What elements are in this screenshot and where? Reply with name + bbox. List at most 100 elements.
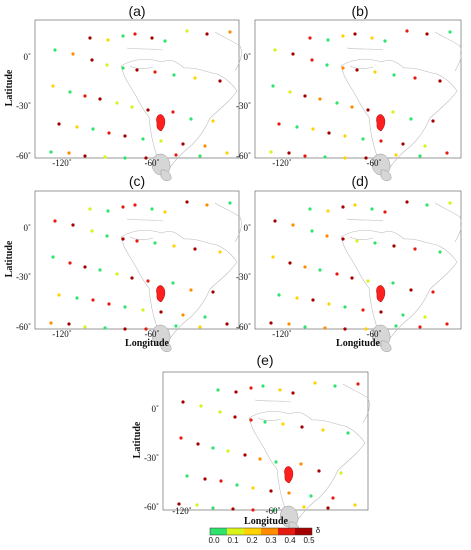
station-point xyxy=(218,79,222,83)
station-point xyxy=(343,305,347,309)
station-point xyxy=(83,265,87,269)
station-points-d xyxy=(269,200,452,331)
station-point xyxy=(370,207,374,211)
station-point xyxy=(423,144,427,148)
station-point xyxy=(350,276,354,280)
station-point xyxy=(431,290,435,294)
station-point xyxy=(234,390,238,394)
station-point xyxy=(341,66,345,70)
station-point xyxy=(308,36,312,40)
station-point xyxy=(83,325,87,329)
station-point xyxy=(67,151,71,155)
station-point xyxy=(325,234,329,238)
station-point xyxy=(272,508,276,512)
station-point xyxy=(123,134,127,138)
station-point xyxy=(211,506,215,510)
xlabel-c: Longitude xyxy=(125,338,169,349)
station-point xyxy=(327,302,331,306)
ylabel-a: Latitude xyxy=(4,69,15,106)
station-point xyxy=(211,446,215,450)
ylabel-c: Latitude xyxy=(4,240,15,277)
x-tick-60-a: -60˚ xyxy=(145,158,160,168)
station-point xyxy=(418,154,422,158)
station-point xyxy=(356,382,360,386)
station-point xyxy=(287,322,291,326)
station-point xyxy=(49,150,53,154)
station-point xyxy=(303,154,307,158)
station-point xyxy=(343,327,347,331)
station-point xyxy=(413,247,417,251)
station-point xyxy=(225,151,229,155)
panel-c: (c) 0˚ -30˚ -60˚ -120˚ -60˚ Latitude Lon… xyxy=(4,173,242,353)
panel-title-e: (e) xyxy=(256,352,273,368)
station-point xyxy=(326,38,330,42)
station-point xyxy=(310,58,314,62)
station-point xyxy=(179,436,183,440)
colorbar-segment-3 xyxy=(261,528,278,535)
station-point xyxy=(83,94,87,98)
station-point xyxy=(150,36,154,40)
station-point xyxy=(335,272,339,276)
station-point xyxy=(425,203,429,207)
station-point xyxy=(185,200,189,204)
station-point xyxy=(288,261,292,265)
station-point xyxy=(366,279,370,283)
station-point xyxy=(196,442,200,446)
station-point xyxy=(185,29,189,33)
station-point xyxy=(303,325,307,329)
station-point xyxy=(258,457,262,461)
station-point xyxy=(57,293,61,297)
station-point xyxy=(346,431,350,435)
y-tick-30-e: -30˚ xyxy=(144,453,159,463)
station-point xyxy=(394,324,398,328)
station-point xyxy=(401,142,405,146)
station-point xyxy=(405,29,409,33)
station-point xyxy=(311,127,315,131)
station-point xyxy=(318,97,322,101)
station-point xyxy=(181,313,185,317)
y-tick-0-b: 0˚ xyxy=(244,52,252,62)
station-point xyxy=(172,244,176,248)
station-point xyxy=(379,310,383,314)
station-point xyxy=(273,219,277,223)
panel-title-a: (a) xyxy=(128,3,145,19)
station-point xyxy=(364,156,368,160)
station-point xyxy=(413,76,417,80)
station-point xyxy=(318,268,322,272)
station-point xyxy=(405,200,409,204)
station-point xyxy=(391,281,395,285)
station-point xyxy=(163,39,167,43)
station-point xyxy=(263,420,267,424)
station-point xyxy=(121,237,125,241)
station-point xyxy=(205,32,209,36)
y-tick-30-b: -30˚ xyxy=(236,101,251,111)
station-point xyxy=(67,322,71,326)
station-point xyxy=(198,325,202,329)
station-point xyxy=(321,428,325,432)
station-point xyxy=(409,117,413,121)
y-tick-60-c: -60˚ xyxy=(16,322,31,332)
station-point xyxy=(361,137,365,141)
station-point xyxy=(233,415,237,419)
station-point xyxy=(228,201,232,205)
station-point xyxy=(418,325,422,329)
station-point xyxy=(431,119,435,123)
y-tick-30-a: -30˚ xyxy=(16,101,31,111)
station-point xyxy=(174,324,178,328)
station-point xyxy=(106,38,110,42)
station-point xyxy=(172,73,176,77)
panel-e-frame xyxy=(162,371,369,511)
station-point xyxy=(295,296,299,300)
station-point xyxy=(88,207,92,211)
station-point xyxy=(394,153,398,157)
panel-c-frame xyxy=(34,190,240,330)
station-point xyxy=(71,52,75,56)
station-point xyxy=(323,155,327,159)
epicentre-marker xyxy=(284,466,294,484)
station-point xyxy=(198,154,202,158)
station-point xyxy=(107,302,111,306)
station-point xyxy=(105,234,109,238)
station-point xyxy=(392,244,396,248)
colorbar-tick-0: 0.0 xyxy=(208,536,220,545)
